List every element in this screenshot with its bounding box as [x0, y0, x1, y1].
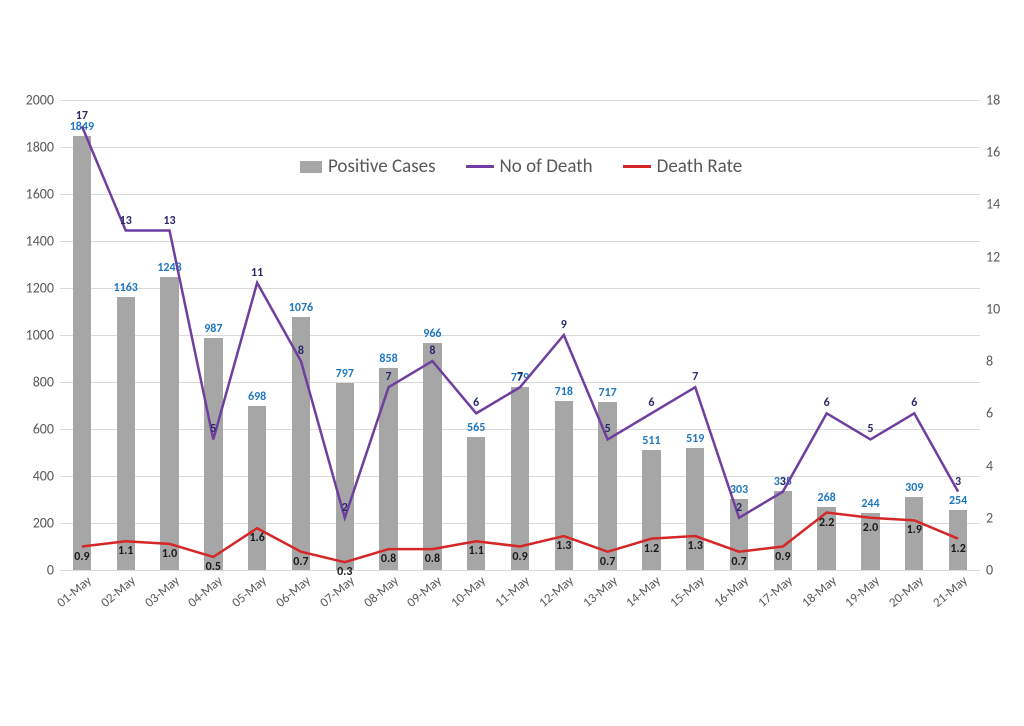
line-no-of-death-value-label: 2 [342, 501, 348, 515]
line-death-rate-value-label: 1.1 [118, 544, 133, 558]
line-no-of-death-value-label: 6 [648, 397, 654, 411]
chart-legend: Positive Cases No of Death Death Rate [300, 155, 742, 178]
x-category-label: 05-May [229, 573, 269, 610]
x-category-label: 15-May [668, 573, 708, 610]
legend-item-death-rate: Death Rate [623, 155, 743, 178]
line-no-of-death-value-label: 13 [163, 214, 175, 228]
y-right-tick-label: 0 [986, 562, 993, 579]
line-death-rate-value-label: 1.3 [688, 539, 703, 553]
y-left-tick-label: 800 [33, 374, 54, 391]
line-no-of-death-value-label: 2 [736, 501, 742, 515]
line-death-rate-value-label: 0.8 [381, 552, 396, 566]
line-death-rate-value-label: 1.0 [162, 547, 177, 561]
line-no-of-death-value-label: 6 [473, 397, 479, 411]
y-right-tick-label: 8 [986, 353, 993, 370]
x-category-label: 06-May [273, 573, 313, 610]
chart-container: 0 200 400 600 800 1000 1200 1400 1600 1800 2000 0 2 4… [0, 0, 1024, 726]
x-category-label: 21-May [930, 573, 970, 610]
x-category-label: 13-May [580, 573, 620, 610]
line-death-rate-value-label: 0.7 [600, 555, 615, 569]
line-death-rate-value-label: 2.0 [863, 521, 878, 535]
line-death-rate-value-label: 1.3 [556, 539, 571, 553]
line-death-rate-value-label: 0.7 [731, 555, 746, 569]
line-death-rate-value-label: 0.5 [206, 560, 221, 574]
line-no-of-death-value-label: 3 [780, 475, 786, 489]
y-left-tick-label: 0 [47, 562, 54, 579]
y-right-tick-label: 10 [986, 300, 1000, 317]
line-no-of-death-value-label: 8 [429, 344, 435, 358]
legend-item-no-of-death: No of Death [466, 155, 593, 178]
y-left-tick-label: 2000 [26, 92, 54, 109]
line-no-of-death-value-label: 6 [911, 397, 917, 411]
legend-swatch-bar [300, 161, 322, 173]
line-death-rate-value-label: 1.2 [644, 541, 659, 555]
line-no-of-death-value-label: 5 [605, 423, 611, 437]
x-category-label: 04-May [186, 573, 226, 610]
x-category-label: 17-May [755, 573, 795, 610]
legend-swatch-line [623, 165, 651, 168]
line-no-of-death-value-label: 5 [210, 423, 216, 437]
line-death-rate-value-label: 1.6 [249, 531, 264, 545]
gridline [60, 570, 980, 571]
legend-item-positive-cases: Positive Cases [300, 155, 436, 178]
x-category-label: 01-May [54, 573, 94, 610]
x-category-label: 10-May [449, 573, 489, 610]
line-death-rate-value-label: 0.3 [337, 565, 352, 579]
x-category-label: 07-May [317, 573, 357, 610]
line-death-rate-value-label: 2.2 [819, 515, 834, 529]
legend-label: Death Rate [657, 155, 743, 178]
x-category-label: 12-May [536, 573, 576, 610]
x-category-label: 08-May [361, 573, 401, 610]
line-no-of-death-value-label: 13 [120, 214, 132, 228]
y-left-tick-label: 400 [33, 468, 54, 485]
line-no-of-death-value-label: 7 [386, 370, 392, 384]
x-category-label: 18-May [799, 573, 839, 610]
y-left-tick-label: 200 [33, 515, 54, 532]
line-death-rate-value-label: 0.9 [74, 549, 89, 563]
x-category-label: 03-May [142, 573, 182, 610]
x-category-label: 19-May [843, 573, 883, 610]
line-death-rate-value-label: 0.9 [775, 549, 790, 563]
line-death-rate-value-label: 1.1 [469, 544, 484, 558]
line-no-of-death-value-label: 17 [76, 109, 88, 123]
legend-label: Positive Cases [328, 155, 436, 178]
line-death-rate-value-label: 1.9 [907, 523, 922, 537]
legend-swatch-line [466, 165, 494, 168]
y-right-tick-label: 18 [986, 92, 1000, 109]
line-no-of-death-value-label: 7 [692, 370, 698, 384]
line-death-rate-value-label: 0.8 [425, 552, 440, 566]
line-death-rate-value-label: 0.7 [293, 555, 308, 569]
x-category-label: 14-May [624, 573, 664, 610]
line-death-rate-value-label: 1.2 [950, 541, 965, 555]
line-death-rate-value-label: 0.9 [512, 549, 527, 563]
y-left-tick-label: 1800 [26, 139, 54, 156]
x-category-label: 16-May [711, 573, 751, 610]
line-no-of-death-value-label: 8 [298, 344, 304, 358]
legend-label: No of Death [500, 155, 593, 178]
line-no-of-death-value-label: 11 [251, 266, 263, 280]
line-no-of-death-value-label: 9 [561, 318, 567, 332]
x-category-label: 02-May [98, 573, 138, 610]
y-right-tick-label: 12 [986, 248, 1000, 265]
y-right-tick-label: 16 [986, 144, 1000, 161]
line-no-of-death-value-label: 6 [824, 397, 830, 411]
line-no-of-death-value-label: 3 [955, 475, 961, 489]
y-right-tick-label: 2 [986, 509, 993, 526]
y-right-tick-label: 4 [986, 457, 993, 474]
x-category-label: 20-May [887, 573, 927, 610]
y-right-tick-label: 6 [986, 405, 993, 422]
y-right-tick-label: 14 [986, 196, 1000, 213]
line-no-of-death-value-label: 7 [517, 370, 523, 384]
y-left-tick-label: 1000 [26, 327, 54, 344]
y-left-tick-label: 1600 [26, 186, 54, 203]
x-category-label: 09-May [405, 573, 445, 610]
line-no-of-death [82, 126, 958, 518]
y-left-tick-label: 600 [33, 421, 54, 438]
y-left-tick-label: 1200 [26, 280, 54, 297]
x-category-label: 11-May [492, 573, 532, 610]
y-left-tick-label: 1400 [26, 233, 54, 250]
line-no-of-death-value-label: 5 [867, 423, 873, 437]
